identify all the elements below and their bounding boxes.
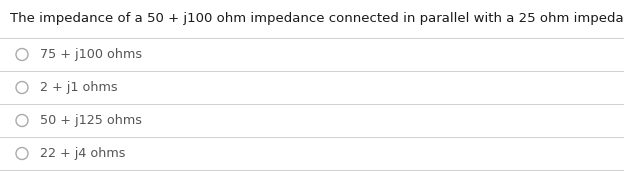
Text: 2 + j1 ohms: 2 + j1 ohms bbox=[40, 81, 118, 94]
Text: The impedance of a 50 + j100 ohm impedance connected in parallel with a 25 ohm i: The impedance of a 50 + j100 ohm impedan… bbox=[10, 12, 624, 25]
Text: 75 + j100 ohms: 75 + j100 ohms bbox=[40, 48, 142, 61]
Text: 50 + j125 ohms: 50 + j125 ohms bbox=[40, 114, 142, 127]
Text: 22 + j4 ohms: 22 + j4 ohms bbox=[40, 147, 125, 160]
